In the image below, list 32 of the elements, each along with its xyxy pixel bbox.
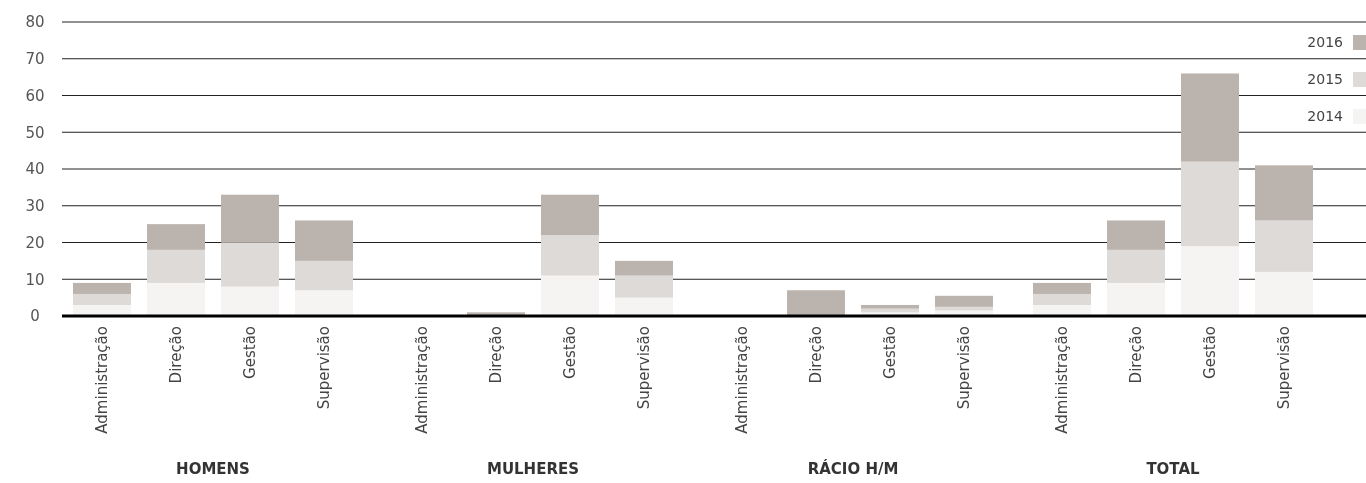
x-tick-label: Gestão bbox=[561, 326, 580, 379]
x-tick-label: Gestão bbox=[241, 326, 260, 379]
y-tick-label: 0 bbox=[30, 307, 40, 326]
y-tick-label: 40 bbox=[25, 160, 45, 179]
y-tick-label: 50 bbox=[25, 123, 45, 142]
y-tick-label: 10 bbox=[25, 270, 45, 289]
x-tick-label: Administração bbox=[413, 326, 432, 434]
text: TOTAL bbox=[1146, 460, 1201, 478]
x-tick-label: Supervisão bbox=[635, 326, 654, 410]
text: RÁCIO H/M bbox=[807, 459, 899, 478]
text: HOMENS bbox=[176, 460, 250, 478]
y-tick-label: 20 bbox=[25, 233, 45, 252]
x-tick-label: Administração bbox=[1053, 326, 1072, 434]
text: MULHERES bbox=[486, 460, 580, 478]
legend-label: 2015 bbox=[1307, 70, 1343, 87]
legend-label: 2016 bbox=[1307, 33, 1344, 50]
x-tick-label: Direção bbox=[167, 326, 186, 384]
y-tick-label: 30 bbox=[25, 197, 45, 215]
y-tick-label: 60 bbox=[25, 86, 45, 105]
y-tick-label: 70 bbox=[25, 50, 45, 68]
x-tick-label: Supervisão bbox=[315, 326, 334, 410]
x-tick-label: Direção bbox=[487, 326, 506, 384]
x-tick-label: Direção bbox=[807, 326, 826, 384]
x-tick-label: Supervisão bbox=[1275, 326, 1294, 410]
x-tick-label: Administração bbox=[733, 326, 752, 434]
x-tick-label: Direção bbox=[1127, 326, 1146, 384]
x-tick-label: Gestão bbox=[881, 326, 900, 379]
x-tick-label: Supervisão bbox=[955, 326, 974, 410]
legend-label: 2014 bbox=[1307, 107, 1344, 124]
x-tick-label: Gestão bbox=[1201, 326, 1220, 379]
y-tick-label: 80 bbox=[25, 13, 45, 32]
x-tick-label: Administração bbox=[93, 326, 112, 434]
